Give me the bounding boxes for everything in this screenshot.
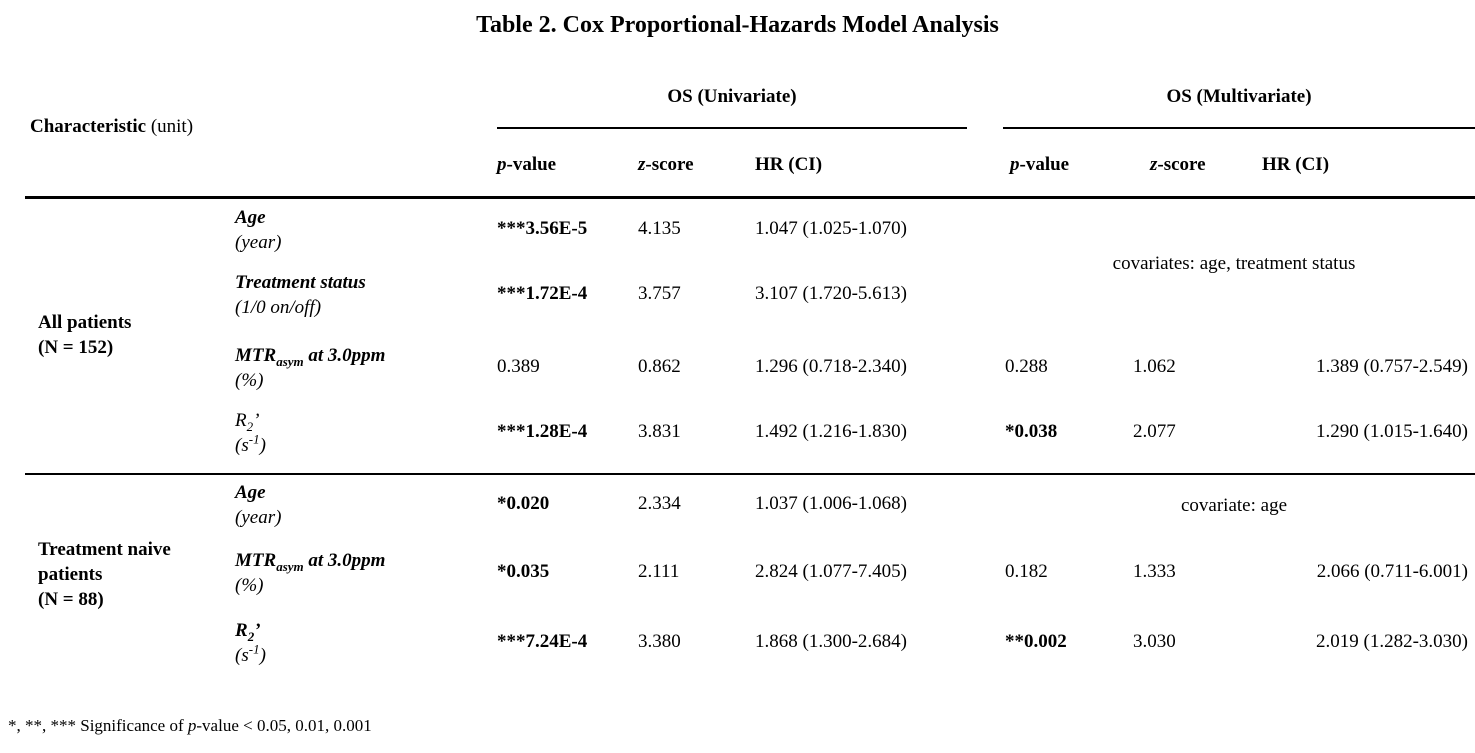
z-rest: -score xyxy=(1157,154,1206,175)
column-group-os-multivariate: OS (Multivariate) xyxy=(1166,86,1312,107)
z-italic: z xyxy=(638,154,646,175)
hr-ci-cell: 3.107 (1.720-5.613) xyxy=(755,283,907,304)
characteristic-unit: (1/0 on/off) xyxy=(235,297,322,318)
table-row: R2’ (s-1) ***7.24E-4 3.380 1.868 (1.300-… xyxy=(0,618,1475,673)
p-value-cell: 0.288 xyxy=(1005,356,1048,377)
group-label-line: (N = 152) xyxy=(38,337,114,358)
characteristic-label: Characteristic xyxy=(30,116,147,137)
p-value-cell: ***7.24E-4 xyxy=(497,631,588,652)
table-row: R2’ (s-1) ***1.28E-4 3.831 1.492 (1.216-… xyxy=(0,408,1475,463)
z-rest: -score xyxy=(645,154,694,175)
characteristic-name: MTRasym at 3.0ppm xyxy=(235,550,386,574)
row-group-label-all-patients: All patients (N = 152) xyxy=(38,310,131,360)
table-row: Age (year) *0.020 2.334 1.037 (1.006-1.0… xyxy=(0,480,1475,535)
hr-ci-cell: 1.047 (1.025-1.070) xyxy=(755,218,907,239)
column-header-univariate-z-score: z-score xyxy=(638,154,694,176)
characteristic-name: MTRasym at 3.0ppm xyxy=(235,345,386,369)
hr-ci-cell: 1.389 (0.757-2.549) xyxy=(1316,356,1468,377)
characteristic-unit: (year) xyxy=(235,507,282,528)
z-score-cell: 0.862 xyxy=(638,356,681,377)
hr-ci-cell: 2.066 (0.711-6.001) xyxy=(1316,561,1468,582)
significance-footnote: *, **, *** Significance of p-value < 0.0… xyxy=(8,716,372,736)
hr-ci-cell: 1.290 (1.015-1.640) xyxy=(1316,421,1468,442)
footnote-text: *, **, *** Significance of xyxy=(8,716,188,735)
p-rest: -value xyxy=(1019,154,1070,175)
z-score-cell: 1.333 xyxy=(1133,561,1176,582)
group-label-line: (N = 88) xyxy=(38,589,104,610)
column-header-multivariate-p-value: p-value xyxy=(1010,154,1069,176)
p-value-cell: 0.389 xyxy=(497,356,540,377)
footnote-p-italic: p xyxy=(187,716,197,735)
column-header-characteristic: Characteristic (unit) xyxy=(30,116,193,138)
p-value-cell: ***3.56E-5 xyxy=(497,218,588,239)
z-score-cell: 2.111 xyxy=(638,561,680,582)
column-header-multivariate-z-score: z-score xyxy=(1150,154,1206,176)
column-group-os-univariate: OS (Univariate) xyxy=(667,86,797,107)
characteristic-unit: (%) xyxy=(235,370,264,391)
hr-ci-cell: 1.492 (1.216-1.830) xyxy=(755,421,907,442)
characteristic-cell: R2’ (s-1) xyxy=(235,618,266,668)
p-value-cell: ***1.28E-4 xyxy=(497,421,588,442)
covariate-note: covariates: age, treatment status xyxy=(1112,253,1356,274)
p-value-cell: 0.182 xyxy=(1005,561,1048,582)
p-italic: p xyxy=(497,154,507,175)
hr-ci-cell: 2.824 (1.077-7.405) xyxy=(755,561,907,582)
hr-ci-cell: 1.037 (1.006-1.068) xyxy=(755,493,907,514)
z-score-cell: 2.334 xyxy=(638,493,681,514)
characteristic-name: Age xyxy=(235,482,266,503)
z-score-cell: 3.757 xyxy=(638,283,681,304)
footnote-text: -value < 0.05, 0.01, 0.001 xyxy=(196,716,372,735)
column-header-univariate-p-value: p-value xyxy=(497,154,556,176)
p-value-cell: **0.002 xyxy=(1005,631,1067,652)
z-score-cell: 2.077 xyxy=(1133,421,1176,442)
table-title: Table 2. Cox Proportional-Hazards Model … xyxy=(476,12,999,38)
table-row: Age (year) ***3.56E-5 4.135 1.047 (1.025… xyxy=(0,205,1475,260)
column-header-multivariate-hr-ci: HR (CI) xyxy=(1262,154,1330,175)
group-label-line: All patients xyxy=(38,312,132,333)
hr-ci-cell: 2.019 (1.282-3.030) xyxy=(1316,631,1468,652)
characteristic-cell: R2’ (s-1) xyxy=(235,408,266,458)
table-row: MTRasym at 3.0ppm (%) *0.035 2.111 2.824… xyxy=(0,548,1475,603)
z-score-cell: 3.831 xyxy=(638,421,681,442)
characteristic-cell: Treatment status (1/0 on/off) xyxy=(235,270,366,320)
characteristic-name: R2’ xyxy=(235,620,261,644)
section-divider-rule xyxy=(25,473,1475,475)
characteristic-unit: (year) xyxy=(235,232,282,253)
table-row: MTRasym at 3.0ppm (%) 0.389 0.862 1.296 … xyxy=(0,343,1475,398)
z-score-cell: 1.062 xyxy=(1133,356,1176,377)
characteristic-cell: Age (year) xyxy=(235,205,281,255)
p-rest: -value xyxy=(506,154,557,175)
hr-ci-cell: 1.868 (1.300-2.684) xyxy=(755,631,907,652)
group-label-line: patients xyxy=(38,564,103,585)
characteristic-unit-label: (unit) xyxy=(146,116,194,137)
p-value-cell: *0.035 xyxy=(497,561,550,582)
z-score-cell: 3.380 xyxy=(638,631,681,652)
hr-ci-cell: 1.296 (0.718-2.340) xyxy=(755,356,907,377)
header-rule xyxy=(25,196,1475,199)
p-value-cell: ***1.72E-4 xyxy=(497,283,588,304)
spanner-rule-univariate xyxy=(497,127,967,129)
characteristic-cell: Age (year) xyxy=(235,480,281,530)
characteristic-name: Treatment status xyxy=(235,272,366,293)
table-row: Treatment status (1/0 on/off) ***1.72E-4… xyxy=(0,270,1475,325)
characteristic-name: Age xyxy=(235,207,266,228)
characteristic-unit: (%) xyxy=(235,575,264,596)
row-group-label-treatment-naive: Treatment naive patients (N = 88) xyxy=(38,537,171,612)
characteristic-cell: MTRasym at 3.0ppm (%) xyxy=(235,343,385,393)
z-italic: z xyxy=(1150,154,1158,175)
p-value-cell: *0.038 xyxy=(1005,421,1058,442)
group-label-line: Treatment naive xyxy=(38,539,171,560)
characteristic-cell: MTRasym at 3.0ppm (%) xyxy=(235,548,385,598)
p-italic: p xyxy=(1010,154,1020,175)
characteristic-unit: (s-1) xyxy=(235,641,266,666)
p-value-cell: *0.020 xyxy=(497,493,550,514)
spanner-rule-multivariate xyxy=(1003,127,1475,129)
covariate-note: covariate: age xyxy=(1180,495,1287,516)
z-score-cell: 4.135 xyxy=(638,218,681,239)
z-score-cell: 3.030 xyxy=(1133,631,1176,652)
characteristic-name: R2’ xyxy=(235,410,260,434)
column-header-univariate-hr-ci: HR (CI) xyxy=(755,154,823,175)
characteristic-unit: (s-1) xyxy=(235,431,266,456)
